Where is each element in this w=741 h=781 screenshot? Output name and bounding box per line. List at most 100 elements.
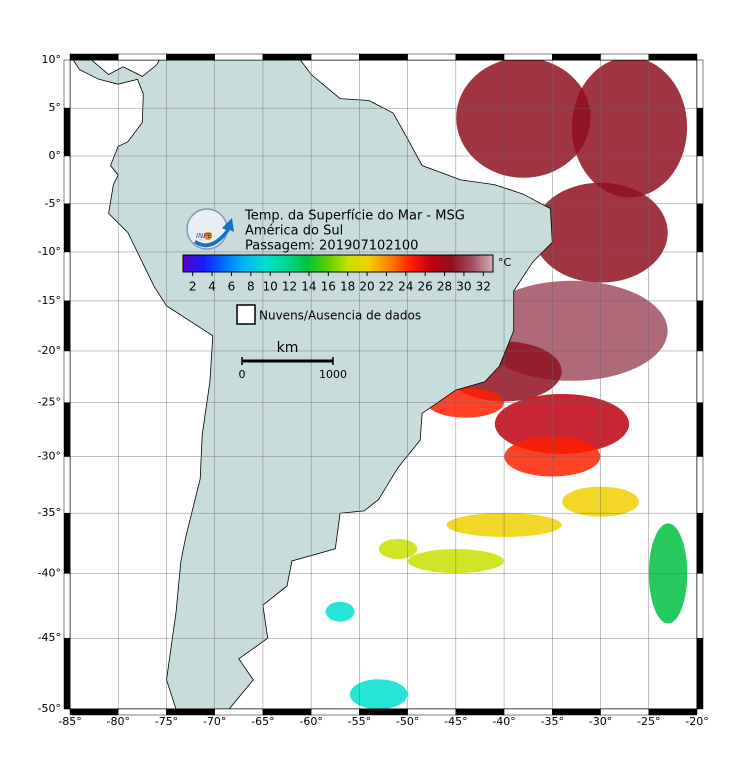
- scale-label: 1000: [319, 368, 347, 381]
- colorbar-tick-label: 12: [282, 280, 297, 294]
- colorbar-bar: [182, 254, 494, 273]
- frame-band: [63, 107, 71, 157]
- frame-band: [214, 53, 264, 61]
- colorbar-tick-label: 30: [456, 280, 471, 294]
- lat-tick-label: -40°: [38, 566, 61, 579]
- frame-band: [648, 53, 698, 61]
- frame-band: [696, 59, 704, 109]
- colorbar-tick-label: 8: [247, 280, 255, 294]
- lat-tick-label: -50°: [38, 702, 61, 715]
- lat-tick-label: -5°: [45, 197, 61, 210]
- frame-band: [63, 573, 71, 639]
- lat-tick-label: -45°: [38, 631, 61, 644]
- frame-band: [696, 456, 704, 514]
- colorbar-unit: °C: [498, 256, 512, 269]
- frame-band: [262, 53, 312, 61]
- colorbar-tick-label: 24: [398, 280, 413, 294]
- colorbar-tick-label: 22: [379, 280, 394, 294]
- frame-band: [63, 637, 71, 710]
- frame-band: [696, 251, 704, 302]
- frame-band: [63, 155, 71, 205]
- title-line: Temp. da Superfície do Mar - MSG: [244, 209, 465, 224]
- lon-tick-label: -25°: [637, 715, 660, 728]
- lon-tick-label: -80°: [106, 715, 129, 728]
- sst-patch: [571, 60, 688, 198]
- lon-tick-label: -65°: [251, 715, 274, 728]
- title-line: Passagem: 201907102100: [245, 239, 418, 254]
- frame-band: [696, 637, 704, 710]
- scale-unit: km: [277, 340, 299, 356]
- frame-band: [359, 53, 408, 61]
- colorbar-tick-label: 20: [359, 280, 374, 294]
- frame-band: [63, 350, 71, 403]
- colorbar-tick-label: 28: [437, 280, 452, 294]
- lon-tick-label: -60°: [299, 715, 322, 728]
- lon-tick-label: -20°: [685, 715, 708, 728]
- frame-band: [696, 350, 704, 403]
- frame-band: [696, 512, 704, 574]
- lon-tick-label: -35°: [541, 715, 564, 728]
- lon-tick-label: -85°: [58, 715, 81, 728]
- frame-band: [696, 300, 704, 352]
- frame-band: [696, 402, 704, 457]
- frame-band: [63, 512, 71, 574]
- lon-tick-label: -50°: [396, 715, 419, 728]
- legend-swatch: [236, 304, 256, 325]
- colorbar-tick-label: 32: [476, 280, 491, 294]
- lat-tick-label: -15°: [38, 294, 61, 307]
- frame-band: [117, 53, 167, 61]
- colorbar-tick-label: 16: [321, 280, 336, 294]
- logo-arrow: [194, 218, 234, 248]
- frame-band: [552, 53, 601, 61]
- colorbar-tick-label: 2: [189, 280, 197, 294]
- sst-patch: [494, 393, 630, 454]
- frame-band: [63, 251, 71, 302]
- scale-line: [242, 359, 333, 363]
- lon-tick-label: -75°: [155, 715, 178, 728]
- frame-band: [600, 53, 650, 61]
- sst-patch: [325, 601, 355, 622]
- sst-patch: [456, 60, 591, 178]
- logo: [186, 208, 228, 250]
- lat-tick-label: -30°: [38, 450, 61, 463]
- frame-band: [63, 203, 71, 253]
- scale-label: 0: [239, 368, 246, 381]
- legend-label: Nuvens/Ausencia de dados: [259, 309, 421, 323]
- scale-bar: km 0 1000: [239, 340, 348, 381]
- colorbar-tick-label: 18: [340, 280, 355, 294]
- frame-band: [648, 708, 698, 716]
- colorbar-tick-label: 14: [301, 280, 316, 294]
- frame-band: [696, 155, 704, 205]
- colorbar-tick-label: 6: [228, 280, 236, 294]
- frame-band: [696, 573, 704, 639]
- colorbar: 2 4 6 8 10 12 14 16 18 20 22 24 26 28 30 32°C: [182, 254, 512, 294]
- frame-band: [63, 300, 71, 352]
- frame-band: [310, 53, 360, 61]
- frame-band: [407, 53, 457, 61]
- colorbar-tick-label: 4: [208, 280, 216, 294]
- lon-tick-label: -55°: [348, 715, 371, 728]
- frame-band: [696, 203, 704, 253]
- overlay: INPE Temp. da Superfície do Mar - MSG Am…: [182, 208, 512, 381]
- lon-tick-label: -30°: [589, 715, 612, 728]
- lat-tick-label: -35°: [38, 506, 61, 519]
- colorbar-tick-label: 26: [418, 280, 433, 294]
- sst-patch: [349, 679, 408, 709]
- lat-tick-label: -25°: [38, 396, 61, 409]
- lat-tick-label: 0°: [49, 149, 62, 162]
- logo-dot: [204, 232, 212, 240]
- logo-text: INPE: [196, 232, 213, 240]
- frame-band: [63, 402, 71, 457]
- frame-band: [63, 456, 71, 514]
- title-line: América do Sul: [245, 224, 343, 239]
- frame-band: [63, 59, 71, 109]
- lat-tick-label: 10°: [42, 53, 62, 66]
- lat-tick-label: -10°: [38, 245, 61, 258]
- lon-tick-label: -45°: [444, 715, 467, 728]
- sst-patch: [378, 538, 418, 559]
- lon-tick-label: -70°: [203, 715, 226, 728]
- colorbar-tick-label: 10: [263, 280, 278, 294]
- lon-tick-label: -40°: [492, 715, 515, 728]
- frame-band: [455, 53, 505, 61]
